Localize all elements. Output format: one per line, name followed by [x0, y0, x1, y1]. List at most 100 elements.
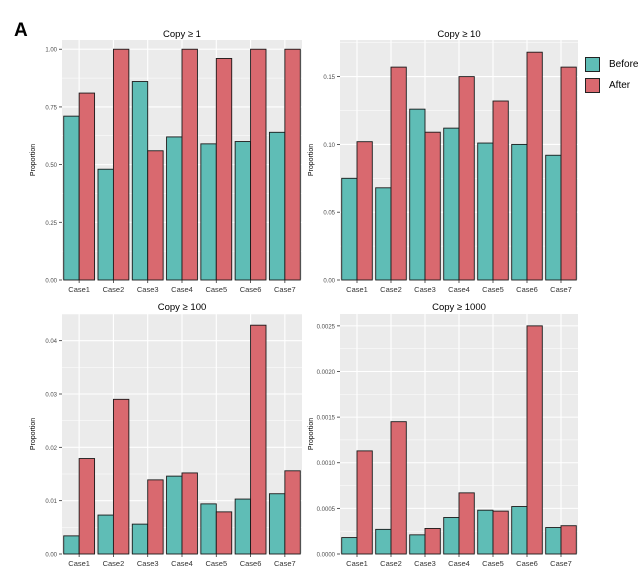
bar-before-case4: [166, 475, 183, 555]
bar-after-case3: [424, 527, 441, 555]
x-tick-label: Case2: [103, 285, 125, 294]
bar-after-case4: [181, 48, 198, 281]
bar-after-case7: [284, 48, 301, 281]
legend-swatch-before: [585, 57, 600, 72]
bar-after-case6: [526, 51, 543, 281]
bar-after-case1: [356, 450, 373, 555]
bar-after-case6: [250, 324, 267, 555]
legend-label-after: After: [609, 80, 631, 91]
bar-after-case4: [458, 492, 475, 555]
y-tick-label: 0.25: [45, 221, 57, 227]
bar-before-case6: [511, 143, 528, 281]
y-tick-label: 0.15: [323, 75, 335, 81]
x-tick-label: Case1: [346, 285, 368, 294]
y-tick-label: 0.00: [45, 279, 57, 285]
bar-before-case2: [97, 514, 114, 555]
bar-before-case4: [166, 136, 183, 281]
legend-label-before: Before: [609, 59, 639, 70]
bar-after-case6: [250, 48, 267, 281]
bar-before-case3: [131, 523, 149, 555]
bar-after-case1: [78, 458, 96, 555]
chart-panel-4: 0.0000 0.0005 0.0010 0.0015 0.0020 0.0025 Case…: [308, 302, 578, 568]
x-tick-label: Case6: [240, 559, 262, 568]
y-axis-label: Proportion: [30, 418, 37, 450]
bar-before-case7: [268, 493, 286, 555]
x-tick-label: Case7: [550, 285, 572, 294]
bar-after-case5: [492, 100, 509, 281]
y-tick-label: 1.00: [45, 48, 57, 54]
chart-panel-3: 0.00 0.01 0.02 0.03 0.04 Case1 Case2 Case3 Case4…: [30, 302, 302, 568]
x-tick-label: Case3: [137, 285, 159, 294]
chart-panel-2: 0.00 0.05 0.10 0.15 Case1 Case2 Case3 Case4 Case…: [308, 29, 578, 294]
x-tick-label: Case5: [482, 559, 504, 568]
y-tick-label: 0.05: [323, 211, 335, 217]
bar-before-case6: [234, 498, 252, 555]
x-tick-label: Case5: [205, 559, 227, 568]
bar-after-case4: [181, 472, 198, 555]
bar-before-case2: [97, 168, 114, 281]
bar-after-case2: [112, 48, 130, 281]
bar-before-case4: [443, 517, 460, 555]
bar-after-case1: [356, 141, 373, 281]
y-tick-label: 0.0010: [317, 461, 336, 467]
x-tick-label: Case2: [380, 559, 402, 568]
y-tick-label: 0.04: [45, 339, 57, 345]
bar-after-case3: [147, 479, 164, 555]
x-tick-label: Case3: [414, 559, 436, 568]
y-tick-label: 0.0000: [317, 553, 336, 559]
bar-after-case2: [390, 421, 407, 555]
chart-title: Copy ≥ 1000: [432, 302, 486, 313]
bar-before-case6: [234, 141, 252, 281]
y-tick-label: 0.0025: [317, 324, 336, 330]
bar-before-case7: [545, 527, 562, 555]
y-tick-label: 0.50: [45, 163, 57, 169]
bar-before-case1: [63, 115, 80, 281]
y-tick-label: 0.00: [323, 279, 335, 285]
bar-before-case3: [409, 534, 426, 555]
bar-before-case5: [200, 503, 217, 555]
x-tick-label: Case4: [448, 559, 470, 568]
legend-swatch-after: [585, 78, 600, 93]
bar-before-case2: [375, 187, 392, 281]
x-tick-label: Case4: [171, 285, 193, 294]
x-tick-label: Case1: [68, 285, 90, 294]
bar-before-case1: [341, 177, 358, 281]
x-tick-label: Case7: [550, 559, 572, 568]
y-tick-label: 0.10: [323, 143, 335, 149]
y-axis-label: Proportion: [308, 418, 315, 450]
bar-before-case1: [341, 537, 358, 555]
bar-before-case2: [375, 528, 392, 555]
bar-before-case5: [477, 509, 494, 555]
bar-after-case1: [78, 92, 96, 281]
x-tick-label: Case5: [205, 285, 227, 294]
chart-panel-1: 0.00 0.25 0.50 0.75 1.00 Case1 Case2 Case3 Case4…: [30, 29, 302, 294]
bar-after-case5: [215, 511, 233, 555]
bar-after-case5: [492, 510, 509, 555]
y-axis-label: Proportion: [308, 144, 315, 176]
y-tick-label: 0.0005: [317, 507, 336, 513]
x-tick-label: Case5: [482, 285, 504, 294]
y-tick-label: 0.02: [45, 446, 57, 452]
bar-before-case4: [443, 127, 460, 281]
bar-after-case6: [526, 325, 543, 555]
bar-after-case7: [560, 525, 577, 555]
bar-after-case4: [458, 76, 475, 281]
panel-label: A: [14, 20, 28, 41]
y-tick-label: 0.01: [45, 499, 57, 505]
x-tick-label: Case3: [137, 559, 159, 568]
chart-title: Copy ≥ 10: [437, 29, 480, 40]
bar-before-case6: [511, 506, 528, 555]
bar-after-case2: [112, 398, 130, 555]
y-tick-label: 0.75: [45, 105, 57, 111]
y-tick-label: 0.00: [45, 553, 57, 559]
y-tick-label: 0.03: [45, 393, 57, 399]
y-axis-label: Proportion: [30, 144, 37, 176]
bar-after-case5: [215, 58, 233, 281]
chart-title: Copy ≥ 1: [163, 29, 201, 40]
y-tick-label: 0.0020: [317, 370, 336, 376]
bar-after-case3: [424, 131, 441, 281]
bar-before-case7: [268, 131, 286, 281]
bar-after-case2: [390, 66, 407, 281]
